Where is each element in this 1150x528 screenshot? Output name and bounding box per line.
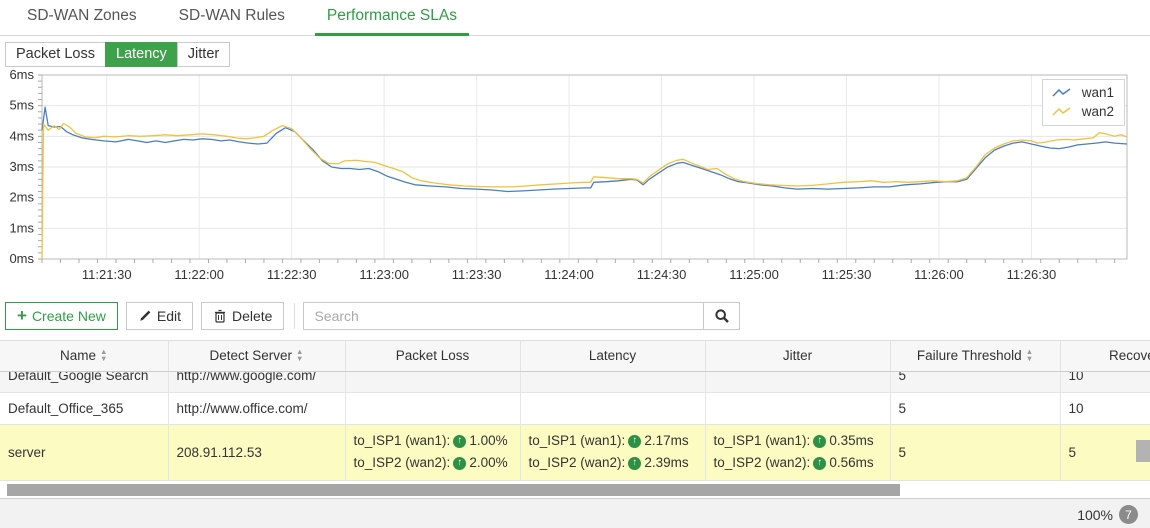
table-row-default-office-365[interactable]: Default_Office_365 http://www.office.com… (0, 392, 1150, 425)
col-header-jitter[interactable]: Jitter (705, 341, 891, 372)
up-arrow-icon: ↑ (453, 456, 467, 470)
svg-text:11:25:30: 11:25:30 (822, 267, 872, 282)
subtab-jitter[interactable]: Jitter (176, 42, 231, 67)
svg-text:11:22:30: 11:22:30 (267, 267, 317, 282)
horizontal-scrollbar-thumb[interactable] (7, 483, 900, 496)
table-row-default-google-search[interactable]: Default_Google Search http://www.google.… (0, 371, 1150, 393)
delete-label: Delete (231, 308, 273, 324)
cell-name: server (0, 424, 169, 481)
svg-text:11:24:30: 11:24:30 (637, 267, 687, 282)
cell-detect-server: 208.91.112.53 (168, 424, 346, 481)
table-toolbar: + Create New Edit Delete (5, 302, 1150, 330)
col-header-latency[interactable]: Latency (520, 341, 706, 372)
trash-icon (214, 309, 225, 323)
status-footer: 100% 7 (0, 497, 1150, 528)
pencil-icon (140, 310, 151, 321)
up-arrow-icon: ↑ (453, 434, 467, 448)
up-arrow-icon: ↑ (813, 456, 827, 470)
record-count-badge[interactable]: 7 (1119, 505, 1138, 524)
svg-text:11:22:00: 11:22:00 (174, 267, 224, 282)
svg-text:3ms: 3ms (9, 159, 34, 174)
svg-text:1ms: 1ms (9, 220, 34, 235)
create-new-label: Create New (31, 308, 106, 324)
svg-text:11:25:00: 11:25:00 (729, 267, 779, 282)
edit-label: Edit (156, 308, 181, 324)
cell-name: Default_Google Search (8, 371, 149, 383)
series-line-icon (1052, 87, 1071, 97)
svg-text:2ms: 2ms (9, 190, 34, 205)
search-box (303, 302, 741, 330)
cell-failure-threshold: 5 (890, 424, 1061, 481)
legend-label: wan1 (1081, 85, 1114, 100)
cell-failure-threshold: 5 (898, 371, 907, 383)
sort-icon: ▲ ▼ (100, 347, 108, 363)
metric-subtabs: Packet Loss Latency Jitter (5, 42, 1150, 67)
main-tabbar: SD-WAN Zones SD-WAN Rules Performance SL… (0, 0, 1150, 36)
sort-icon: ▲ ▼ (1025, 347, 1034, 363)
svg-text:6ms: 6ms (9, 69, 34, 82)
series-line-icon (1052, 106, 1071, 116)
plus-icon: + (17, 306, 27, 325)
toolbar-separator (294, 303, 296, 329)
horizontal-scrollbar (0, 483, 1150, 497)
up-arrow-icon: ↑ (628, 456, 642, 470)
cell-name: Default_Office_365 (0, 392, 169, 425)
svg-text:11:21:30: 11:21:30 (82, 267, 132, 282)
svg-text:5ms: 5ms (9, 98, 34, 113)
tab-sdwan-zones[interactable]: SD-WAN Zones (27, 7, 137, 24)
cell-latency: to_ISP1 (wan1): ↑ 2.17ms to_ISP2 (wan2): ↑ 2… (520, 424, 706, 481)
vertical-scrollbar-thumb[interactable] (1136, 440, 1150, 462)
up-arrow-icon: ↑ (813, 434, 827, 448)
sla-table: Name ▲ ▼ Detect Server ▲ ▼ Packet Loss Laten… (0, 341, 1150, 481)
up-arrow-icon: ↑ (628, 434, 642, 448)
table-header-row: Name ▲ ▼ Detect Server ▲ ▼ Packet Loss Laten… (0, 341, 1150, 372)
search-input[interactable] (304, 303, 704, 329)
tab-performance-slas[interactable]: Performance SLAs (314, 0, 470, 36)
search-icon (715, 309, 729, 323)
svg-text:0ms: 0ms (9, 251, 34, 266)
sla-table-wrap: Name ▲ ▼ Detect Server ▲ ▼ Packet Loss Laten… (0, 340, 1150, 481)
sort-icon: ▲ ▼ (296, 347, 304, 363)
legend-item-wan2[interactable]: wan2 (1051, 102, 1114, 121)
delete-button[interactable]: Delete (200, 302, 285, 330)
tab-sdwan-rules[interactable]: SD-WAN Rules (178, 7, 285, 24)
chart-legend: wan1 wan2 (1041, 79, 1125, 126)
subtab-packet-loss[interactable]: Packet Loss (5, 42, 106, 67)
zoom-level: 100% (1077, 506, 1113, 523)
cell-recovery-threshold: 10 (1068, 371, 1084, 383)
cell-recovery-threshold: 5 (1060, 424, 1150, 481)
subtab-latency[interactable]: Latency (105, 42, 178, 67)
cell-failure-threshold: 5 (890, 392, 1061, 425)
col-header-packet-loss[interactable]: Packet Loss (345, 341, 521, 372)
col-header-detect-server[interactable]: Detect Server ▲ ▼ (168, 341, 346, 372)
cell-detect-server: http://www.google.com/ (176, 371, 317, 383)
svg-text:11:26:00: 11:26:00 (914, 267, 964, 282)
latency-chart-canvas: 6ms 5ms 4ms 3ms 2ms 1ms 0ms 11:21:30 11:22:00 11:… (9, 67, 1128, 282)
latency-chart: 6ms 5ms 4ms 3ms 2ms 1ms 0ms 11:21:30 11:22:00 11:… (0, 67, 1150, 296)
search-button[interactable] (703, 303, 740, 329)
table-row-server[interactable]: server 208.91.112.53 to_ISP1 (wan1): ↑ 1.0… (0, 424, 1150, 481)
cell-recovery-threshold: 10 (1060, 392, 1150, 425)
cell-jitter: to_ISP1 (wan1): ↑ 0.35ms to_ISP2 (wan2): ↑ 0… (705, 424, 891, 481)
cell-packet-loss: to_ISP1 (wan1): ↑ 1.00% to_ISP2 (wan2): ↑ 2.… (345, 424, 521, 481)
svg-text:4ms: 4ms (9, 128, 34, 143)
svg-text:11:24:00: 11:24:00 (544, 267, 594, 282)
svg-text:11:23:30: 11:23:30 (452, 267, 502, 282)
cell-detect-server: http://www.office.com/ (168, 392, 346, 425)
svg-text:11:26:30: 11:26:30 (1007, 267, 1057, 282)
edit-button[interactable]: Edit (125, 302, 193, 330)
create-new-button[interactable]: + Create New (5, 302, 118, 330)
col-header-failure-threshold[interactable]: Failure Threshold ▲ ▼ (890, 341, 1061, 372)
col-header-recovery-threshold[interactable]: Recovery Threshold▲▼ (1060, 341, 1150, 372)
legend-item-wan1[interactable]: wan1 (1051, 83, 1114, 102)
col-header-name[interactable]: Name ▲ ▼ (0, 341, 169, 372)
svg-text:11:23:00: 11:23:00 (359, 267, 409, 282)
legend-label: wan2 (1081, 104, 1114, 119)
